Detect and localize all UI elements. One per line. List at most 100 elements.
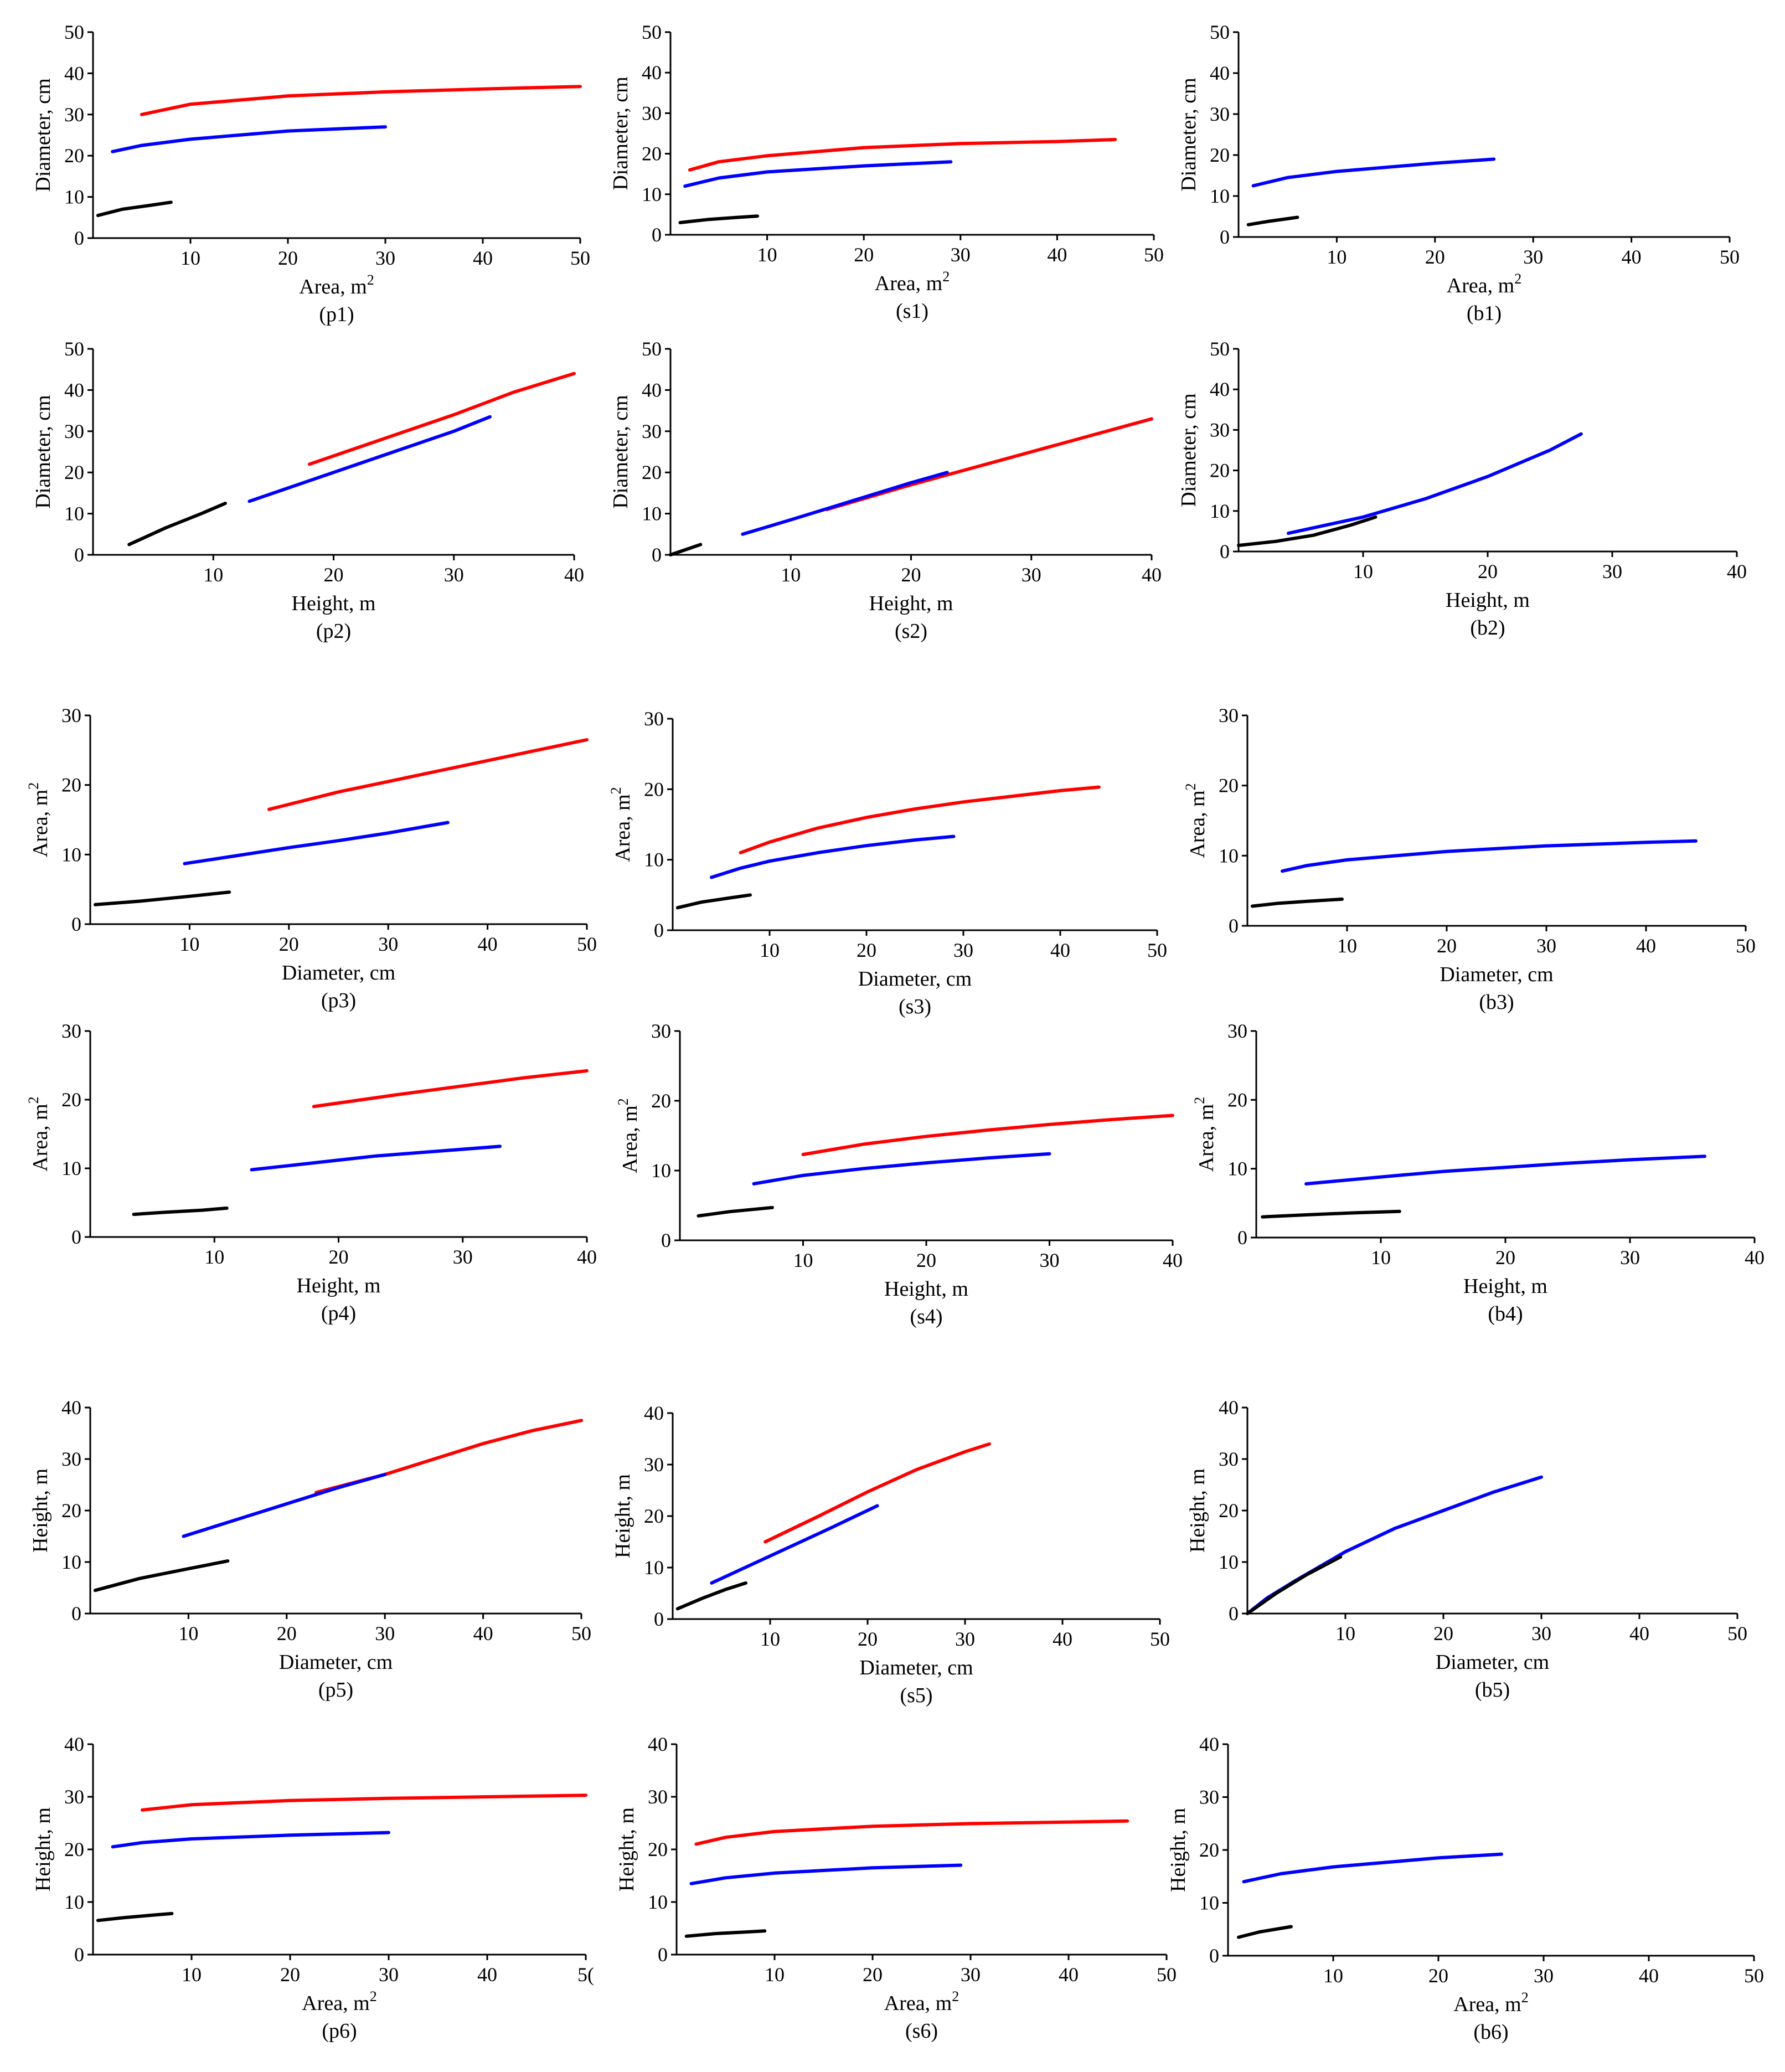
y-tick-label: 30 [1210, 103, 1230, 125]
panel-caption: (s5) [900, 1684, 932, 1707]
y-axis-label-sup: 2 [1183, 783, 1199, 790]
y-axis-label-text: Area, m [29, 1104, 52, 1171]
x-tick-label: 10 [1371, 1246, 1391, 1269]
y-tick-label: 0 [1229, 915, 1239, 937]
series-line-red [312, 1069, 589, 1109]
panel-caption: (p5) [318, 1678, 353, 1702]
x-tick-label: 40 [1053, 1628, 1072, 1650]
series-line-red [141, 1793, 587, 1812]
y-tick-label: 10 [1227, 1158, 1247, 1180]
x-axis-label-text: Diameter, cm [858, 967, 972, 991]
series-line-red [694, 1819, 1129, 1846]
x-tick-label: 30 [1022, 564, 1041, 586]
panel-caption: (s3) [899, 995, 931, 1018]
x-axis-label-text: Area, m [884, 1992, 952, 2015]
series-line-black [132, 1206, 229, 1217]
x-axis-label: Diameter, cm [1436, 1651, 1549, 1674]
y-tick-label: 40 [1219, 1396, 1239, 1419]
x-tick-label: 10 [765, 1963, 785, 1986]
y-axis-label-text: Area, m [29, 790, 52, 857]
y-axis-label: Height, m [29, 1468, 52, 1553]
x-tick-label: 20 [1495, 1246, 1515, 1269]
x-tick-label: 20 [863, 1963, 883, 1986]
x-axis-label: Diameter, cm [282, 961, 395, 985]
panel-s1: 0 10 20 30 40 50 10 20 30 40 50 Area, m2 (s1) Diamete… [609, 21, 1164, 323]
y-tick-label: 30 [1219, 704, 1239, 726]
y-axis-label-sup: 2 [25, 782, 42, 790]
series-line-blue [1246, 1475, 1543, 1615]
y-tick-label: 0 [1237, 1226, 1247, 1249]
x-axis-label-text: Area, m [299, 275, 367, 298]
x-tick-label: 20 [278, 247, 298, 269]
x-axis-label-text: Height, m [1446, 589, 1530, 612]
y-tick-label: 10 [1199, 1892, 1219, 1914]
y-tick-label: 50 [1210, 338, 1230, 360]
y-axis-label: Area, m2 [608, 787, 634, 862]
x-axis-label: Diameter, cm [859, 1656, 973, 1679]
y-tick-label: 0 [652, 224, 662, 246]
x-tick-label: 30 [453, 1246, 473, 1268]
y-tick-label: 10 [61, 843, 81, 865]
series-line-blue [741, 471, 949, 536]
series-line-blue [111, 1831, 390, 1849]
x-tick-label: 50 [1157, 1963, 1177, 1986]
x-tick-label: 40 [1636, 935, 1656, 957]
x-tick-label: 30 [379, 1963, 399, 1986]
panel-p5: 0 10 20 30 40 10 20 30 40 50 Diameter, cm (p5) Heigh… [29, 1396, 591, 1702]
x-axis-label: Height, m [297, 1274, 381, 1297]
y-tick-label: 30 [644, 708, 664, 730]
y-tick-label: 20 [651, 1090, 671, 1112]
panel-caption: (s2) [895, 620, 927, 643]
x-axis-label-sup: 2 [942, 269, 950, 285]
y-tick-label: 40 [644, 1402, 664, 1424]
x-tick-label: 40 [478, 933, 498, 955]
y-tick-label: 0 [1209, 1945, 1219, 1967]
y-tick-label: 40 [648, 1733, 668, 1755]
series-line-black [94, 890, 231, 906]
y-tick-label: 10 [64, 503, 84, 525]
x-tick-label: 50 [1144, 244, 1164, 266]
y-axis-label-text: Height, m [611, 1474, 634, 1558]
series-line-red [267, 738, 589, 811]
x-axis-label-text: Area, m [302, 1992, 369, 2015]
y-tick-label: 20 [648, 1838, 668, 1860]
y-axis-label-sup: 2 [608, 787, 624, 794]
panel-p4: 0 10 20 30 10 20 30 40 Height, m (p4) Area, m2 [25, 1020, 597, 1325]
y-tick-label: 20 [61, 1089, 81, 1111]
y-tick-label: 30 [642, 102, 662, 124]
panel-caption: (p2) [316, 620, 351, 643]
x-axis-label: Area, m2 [302, 1988, 376, 2015]
panel-caption: (s1) [896, 300, 928, 323]
y-axis-label-text: Diameter, cm [32, 395, 55, 508]
series-line-red [801, 1114, 1174, 1156]
x-axis-label: Diameter, cm [279, 1651, 393, 1674]
panel-p6: 0 10 20 30 40 10 20 30 40 5(Area, m2 (p6) Height, m [32, 1733, 594, 2043]
y-tick-label: 10 [1210, 185, 1230, 207]
y-tick-label: 0 [658, 1944, 668, 1966]
series-line-blue [683, 160, 953, 188]
series-line-blue [1251, 157, 1496, 188]
series-line-black [1261, 1209, 1401, 1219]
series-line-black [1246, 215, 1299, 226]
x-tick-label: 40 [1047, 244, 1067, 266]
series-line-blue [247, 415, 492, 503]
x-tick-label: 20 [854, 244, 874, 266]
y-axis-label-text: Diameter, cm [1177, 393, 1200, 507]
x-axis-label-sup: 2 [370, 1988, 377, 2004]
y-tick-label: 0 [661, 1229, 671, 1251]
y-tick-label: 30 [61, 704, 81, 726]
x-axis-label: Area, m2 [884, 1988, 959, 2015]
y-tick-label: 20 [64, 145, 84, 167]
x-tick-label: 50 [1720, 246, 1740, 268]
panel-caption: (b4) [1488, 1302, 1523, 1326]
x-tick-label: 40 [577, 1246, 597, 1268]
y-tick-label: 50 [64, 21, 84, 43]
x-tick-label: 30 [1602, 560, 1622, 583]
y-tick-label: 10 [1219, 844, 1239, 867]
series-line-blue [1281, 839, 1698, 873]
x-tick-label: 50 [571, 1622, 591, 1645]
x-tick-label: 40 [1622, 246, 1642, 268]
x-tick-label: 30 [1040, 1249, 1060, 1271]
panel-caption: (b5) [1475, 1678, 1510, 1702]
y-axis-label-text: Height, m [32, 1807, 55, 1891]
